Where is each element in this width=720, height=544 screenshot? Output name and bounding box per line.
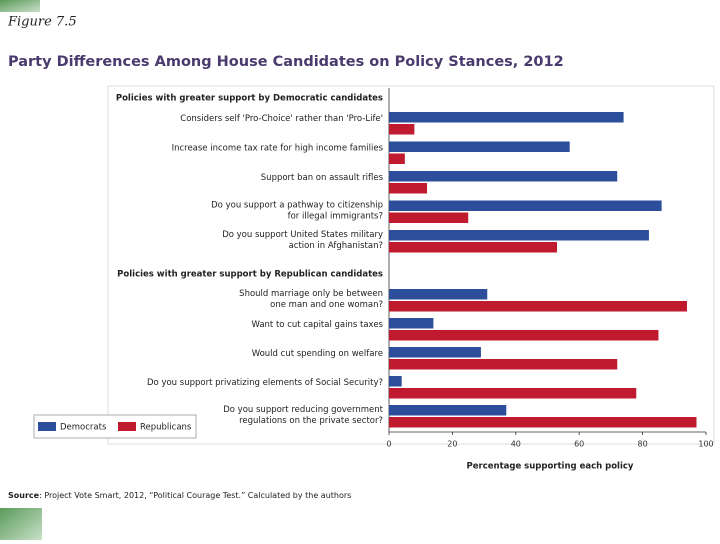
decoration	[0, 508, 42, 540]
bar	[389, 301, 687, 312]
bar	[389, 153, 405, 164]
legend-label: Democrats	[60, 423, 107, 433]
bar	[389, 141, 570, 152]
bar	[389, 212, 469, 223]
category-label: Do you support a pathway to citizenship f…	[211, 200, 383, 221]
legend-swatch	[38, 422, 56, 431]
figure-label: Figure 7.5	[7, 15, 77, 30]
legend-swatch	[118, 422, 136, 431]
legend-box	[33, 414, 197, 439]
bar	[389, 376, 402, 387]
category-label: Considers self 'Pro-Choice' rather than …	[180, 114, 383, 124]
x-tick-label: 80	[638, 440, 648, 449]
category-label: Increase income tax rate for high income…	[172, 143, 384, 153]
source: Source: Project Vote Smart, 2012, “Polit…	[8, 491, 351, 500]
category-label: Would cut spending on welfare	[252, 349, 383, 359]
x-tick-label: 20	[447, 440, 457, 449]
bar	[389, 359, 618, 370]
source-label: Source	[8, 491, 40, 500]
chart-title: Party Differences Among House Candidates…	[8, 54, 564, 70]
bar	[389, 242, 558, 253]
x-axis-label: Percentage supporting each policy	[467, 462, 634, 472]
group-title: Policies with greater support by Republi…	[117, 270, 383, 280]
bar	[389, 388, 637, 399]
source-text: : Project Vote Smart, 2012, “Political C…	[39, 491, 351, 500]
bar	[389, 171, 618, 182]
bar	[389, 183, 428, 194]
category-label: Should marriage only be between one man a…	[239, 288, 383, 309]
x-tick-label: 60	[574, 440, 584, 449]
category-label: Do you support United States military act…	[222, 229, 383, 250]
bar	[389, 417, 697, 428]
category-label: Support ban on assault rifles	[261, 173, 384, 183]
x-tick-label: 0	[386, 440, 391, 449]
bar	[389, 405, 507, 416]
x-tick-label: 100	[698, 440, 713, 449]
bar	[389, 347, 481, 358]
category-label: Do you support privatizing elements of S…	[147, 378, 383, 388]
bar	[389, 112, 624, 123]
bar	[389, 318, 434, 329]
group-title: Policies with greater support by Democra…	[116, 94, 383, 104]
category-label: Want to cut capital gains taxes	[251, 320, 383, 330]
bar	[389, 330, 659, 341]
frame	[107, 85, 715, 445]
category-label: Do you support reducing government regula…	[223, 404, 383, 425]
decoration	[0, 0, 40, 12]
bar	[389, 200, 662, 211]
x-tick-label: 40	[511, 440, 521, 449]
bar	[389, 289, 488, 300]
bar	[389, 230, 649, 241]
bar	[389, 124, 415, 135]
legend-label: Republicans	[140, 423, 192, 433]
